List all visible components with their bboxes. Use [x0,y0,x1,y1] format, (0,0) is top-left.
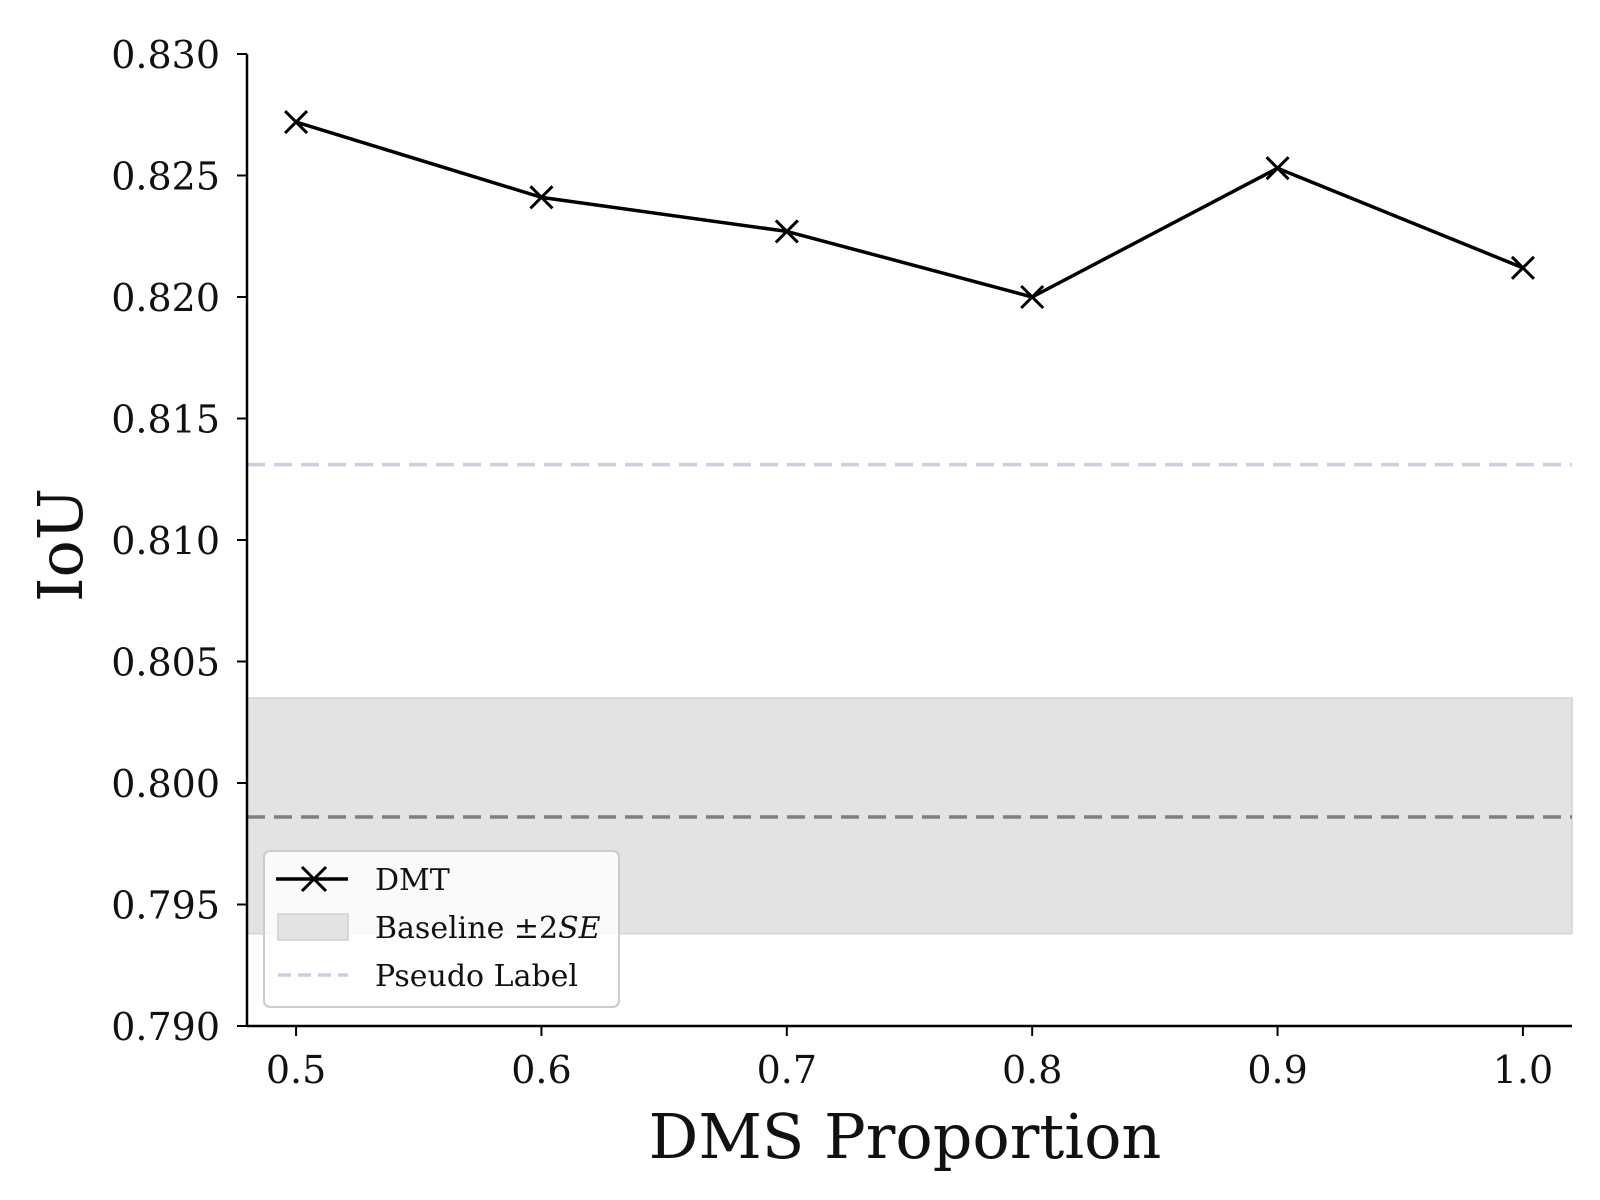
legend-baseline-swatch [277,913,349,941]
legend-dmt-marker-icon [300,865,328,893]
x-tick-label-2: 0.6 [511,1048,571,1092]
x-tick-label-5: 0.9 [1247,1048,1307,1092]
y-tick-label-2: 0.795 [111,884,220,928]
x-tick-label-1: 0.5 [266,1048,326,1092]
x-tick-label-3: 0.7 [757,1048,817,1092]
y-tick-label-6: 0.815 [111,398,220,442]
legend-dmt-label: DMT [375,863,450,898]
y-tick-label-1: 0.790 [111,1005,220,1049]
y-axis-ticks: 0.790 0.795 0.800 0.805 0.810 0.815 0.820 0.825… [111,33,247,1049]
x-axis-title: DMS Proportion [649,1100,1162,1173]
y-tick-label-3: 0.800 [111,762,220,806]
legend-baseline-label-main: Baseline ±2 [375,911,558,946]
x-axis-ticks: 0.5 0.6 0.7 0.8 0.9 1.0 [266,1026,1553,1092]
data-point-2 [529,185,554,210]
y-tick-label-9: 0.830 [111,33,220,77]
series-line-dmt [295,120,1524,299]
data-point-4 [1020,284,1045,310]
legend-entry-baseline: Baseline ±2SE [277,911,601,946]
dmt-series-layer [284,109,1535,310]
legend-baseline-label-italic: SE [558,911,601,946]
x-tick-label-4: 0.8 [1002,1048,1062,1092]
legend: DMT Baseline ±2SE Pseudo Label [263,850,620,1008]
legend-entry-pseudo-label: Pseudo Label [278,959,578,994]
x-tick-label-6: 1.0 [1493,1048,1553,1092]
legend-pseudo-label: Pseudo Label [375,959,578,994]
y-tick-label-4: 0.805 [111,641,220,685]
legend-frame [263,850,620,1008]
y-tick-label-7: 0.820 [111,276,220,320]
legend-baseline-label: Baseline ±2SE [375,911,601,946]
data-point-6 [1510,255,1535,280]
y-axis-title: IoU [24,488,97,602]
legend-entry-dmt: DMT [276,863,450,898]
data-point-5 [1265,156,1290,181]
data-point-3 [774,219,799,244]
reference-lines [247,462,1572,819]
y-tick-label-5: 0.810 [111,519,220,563]
data-point-1 [284,109,309,135]
y-tick-label-8: 0.825 [111,155,220,199]
